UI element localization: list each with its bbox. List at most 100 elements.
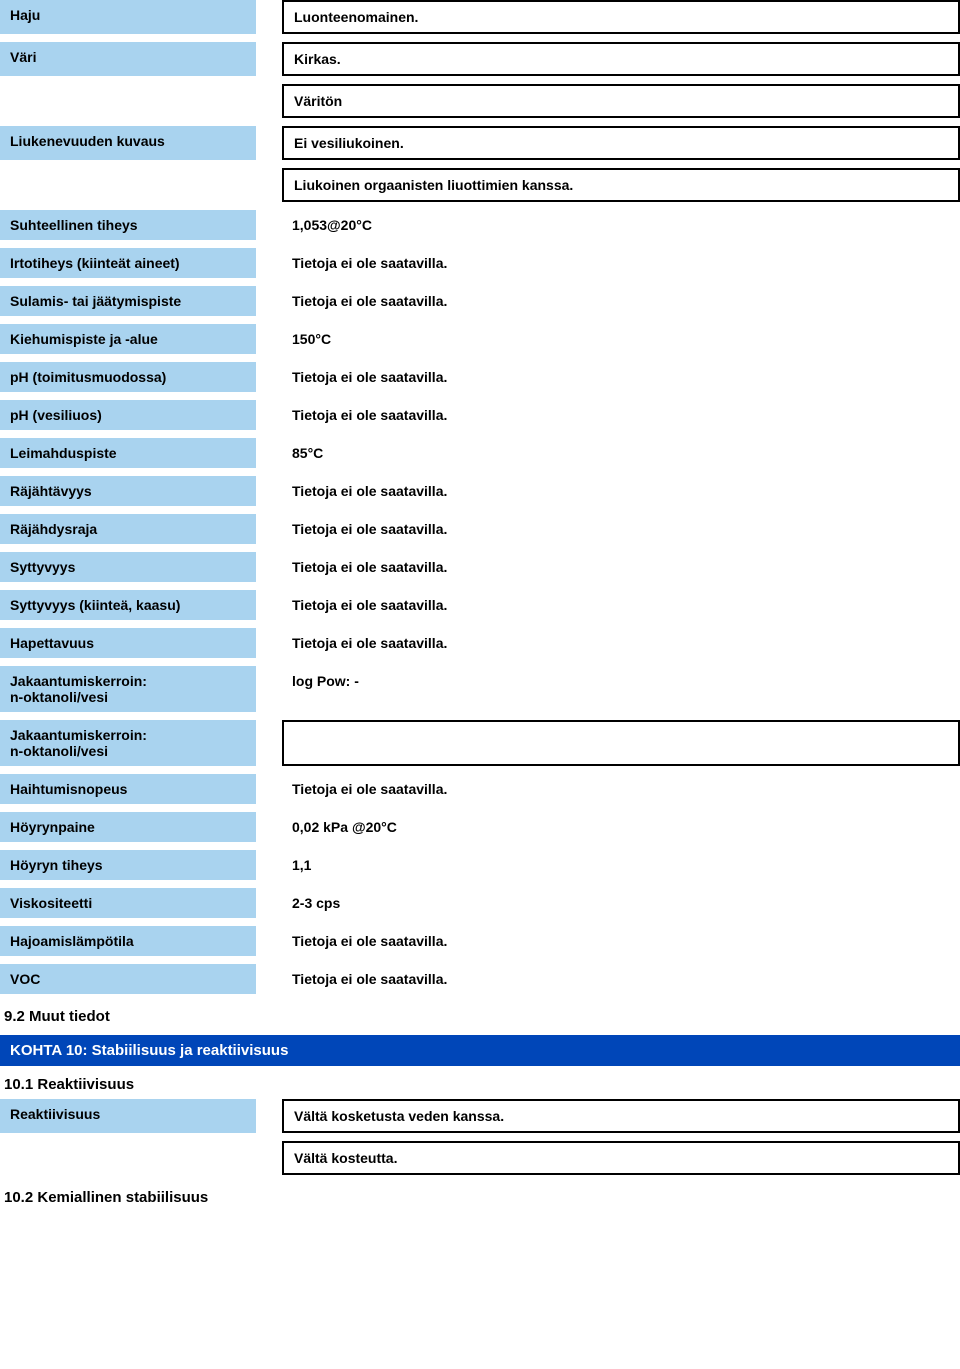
spacer [256,248,282,278]
spacer [256,1141,282,1175]
property-label: Reaktiivisuus [0,1099,256,1133]
property-row: Reaktiivisuus Vältä kosketusta veden kans… [0,1099,960,1133]
property-label: Kiehumispiste ja -alue [0,324,256,354]
property-label: Jakaantumiskerroin:n-oktanoli/vesi [0,720,256,766]
spacer [256,628,282,658]
property-label: Liukenevuuden kuvaus [0,126,256,160]
spacer [256,84,282,118]
section-bar-10: KOHTA 10: Stabiilisuus ja reaktiivisuus [0,1035,960,1066]
property-value: Luonteenomainen. [282,0,960,34]
spacer [256,812,282,842]
property-label: VOC [0,964,256,994]
property-row: Sulamis- tai jäätymispisteTietoja ei ole… [0,286,960,316]
spacer [256,964,282,994]
property-value [282,720,960,766]
property-value: 150°C [282,324,960,354]
heading-9-2: 9.2 Muut tiedot [0,1002,960,1031]
spacer [256,362,282,392]
property-row: Suhteellinen tiheys 1,053@20°C [0,210,960,240]
heading-10-1: 10.1 Reaktiivisuus [0,1070,960,1099]
property-label: Haju [0,0,256,34]
spacer [256,888,282,918]
property-label: Leimahduspiste [0,438,256,468]
label-placeholder [0,1141,256,1175]
property-value: Tietoja ei ole saatavilla. [282,964,960,994]
property-label: Höyrynpaine [0,812,256,842]
property-value: 1,053@20°C [282,210,960,240]
property-row: Jakaantumiskerroin:n-oktanoli/vesilog Po… [0,666,960,712]
property-value: Vältä kosketusta veden kanssa. [282,1099,960,1133]
property-row: pH (vesiliuos)Tietoja ei ole saatavilla. [0,400,960,430]
property-row: Väritön [0,84,960,118]
property-row: Haju Luonteenomainen. [0,0,960,34]
property-label: Hajoamislämpötila [0,926,256,956]
property-value: Tietoja ei ole saatavilla. [282,514,960,544]
property-row: Irtotiheys (kiinteät aineet) Tietoja ei o… [0,248,960,278]
spacer [256,324,282,354]
spacer [256,850,282,880]
property-row: Hajoamislämpötila Tietoja ei ole saatavil… [0,926,960,956]
property-label: Höyryn tiheys [0,850,256,880]
property-row: Leimahduspiste 85°C [0,438,960,468]
spacer [256,720,282,766]
property-row: Syttyvyys (kiinteä, kaasu)Tietoja ei ole… [0,590,960,620]
property-row: pH (toimitusmuodossa) Tietoja ei ole saat… [0,362,960,392]
spacer [256,774,282,804]
property-value: Tietoja ei ole saatavilla. [282,774,960,804]
property-row: Vältä kosteutta. [0,1141,960,1175]
property-label: pH (toimitusmuodossa) [0,362,256,392]
property-row: Jakaantumiskerroin:n-oktanoli/vesi [0,720,960,766]
spacer [256,400,282,430]
property-row: Viskositeetti2-3 cps [0,888,960,918]
spacer [256,126,282,160]
property-label: Syttyvyys [0,552,256,582]
property-value: Liukoinen orgaanisten liuottimien kanssa… [282,168,960,202]
property-row: Räjähdysraja Tietoja ei ole saatavilla. [0,514,960,544]
property-row: Haihtumisnopeus Tietoja ei ole saatavilla… [0,774,960,804]
property-value: Tietoja ei ole saatavilla. [282,476,960,506]
spacer [256,286,282,316]
property-label: Hapettavuus [0,628,256,658]
property-row: Räjähtävyys Tietoja ei ole saatavilla. [0,476,960,506]
property-row: Höyryn tiheys 1,1 [0,850,960,880]
property-label: Suhteellinen tiheys [0,210,256,240]
property-value: Tietoja ei ole saatavilla. [282,248,960,278]
property-value: 1,1 [282,850,960,880]
property-label: Haihtumisnopeus [0,774,256,804]
property-value: Kirkas. [282,42,960,76]
property-value: Tietoja ei ole saatavilla. [282,286,960,316]
property-value: 85°C [282,438,960,468]
property-value: Vältä kosteutta. [282,1141,960,1175]
spacer [256,514,282,544]
property-value: 0,02 kPa @20°C [282,812,960,842]
spacer [256,926,282,956]
property-label: Räjähdysraja [0,514,256,544]
property-value: Tietoja ei ole saatavilla. [282,400,960,430]
property-row: Väri Kirkas. [0,42,960,76]
property-label: Jakaantumiskerroin:n-oktanoli/vesi [0,666,256,712]
spacer [256,1099,282,1133]
property-label: Irtotiheys (kiinteät aineet) [0,248,256,278]
property-row: Hapettavuus Tietoja ei ole saatavilla. [0,628,960,658]
property-row: Höyrynpaine 0,02 kPa @20°C [0,812,960,842]
property-row: Kiehumispiste ja -alue 150°C [0,324,960,354]
spacer [256,552,282,582]
property-value: Tietoja ei ole saatavilla. [282,552,960,582]
spacer [256,42,282,76]
property-label: Räjähtävyys [0,476,256,506]
label-placeholder [0,84,256,118]
property-value: Tietoja ei ole saatavilla. [282,628,960,658]
property-label: Väri [0,42,256,76]
property-value: Tietoja ei ole saatavilla. [282,926,960,956]
property-label: Syttyvyys (kiinteä, kaasu) [0,590,256,620]
property-value: Tietoja ei ole saatavilla. [282,362,960,392]
property-label: Viskositeetti [0,888,256,918]
spacer [256,210,282,240]
property-value: Väritön [282,84,960,118]
spacer [256,590,282,620]
spacer [256,438,282,468]
property-row: VOC Tietoja ei ole saatavilla. [0,964,960,994]
property-row: Syttyvyys Tietoja ei ole saatavilla. [0,552,960,582]
property-value: Ei vesiliukoinen. [282,126,960,160]
spacer [256,476,282,506]
